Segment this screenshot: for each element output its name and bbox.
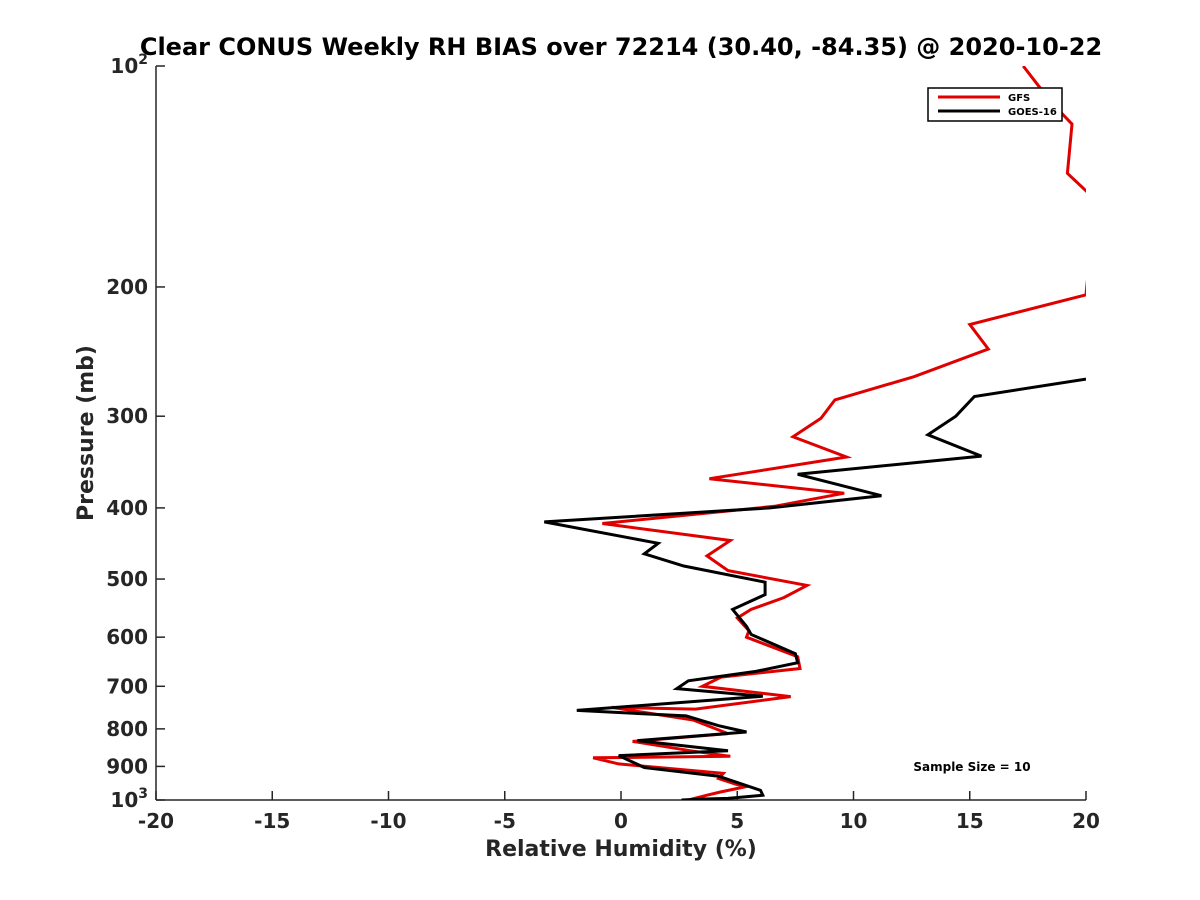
y-tick-label: 102 [110, 52, 148, 78]
x-tick-label: 15 [956, 809, 984, 833]
y-axis-label: Pressure (mb) [74, 345, 99, 521]
y-tick-label: 900 [106, 754, 148, 778]
legend-label: GOES-16 [1008, 107, 1057, 118]
series-layer [544, 66, 1086, 800]
chart-title: Clear CONUS Weekly RH BIAS over 72214 (3… [140, 33, 1102, 61]
y-tick-label: 600 [106, 625, 148, 649]
series-line-goes-16 [544, 377, 1086, 800]
y-tick-label: 200 [106, 275, 148, 299]
y-tick-label: 103 [110, 786, 148, 812]
x-tick-label: 20 [1072, 809, 1100, 833]
x-axis-label: Relative Humidity (%) [485, 837, 757, 862]
x-tick-label: -10 [370, 809, 406, 833]
y-tick-label: 400 [106, 496, 148, 520]
x-tick-label: -5 [494, 809, 516, 833]
legend-label: GFS [1008, 93, 1030, 104]
y-tick-label: 800 [106, 717, 148, 741]
legend: GFS GOES-16 [927, 87, 1063, 122]
x-tick-label: 5 [730, 809, 744, 833]
y-tick-label: 300 [106, 404, 148, 428]
series-line-gfs [592, 66, 1086, 800]
x-tick-label: 0 [614, 809, 628, 833]
axes: -20 -15 -10 -5 0 5 10 15 20 102 200 300 400 500 600 700… [106, 52, 1100, 833]
x-tick-label: -15 [254, 809, 290, 833]
y-tick-label: 500 [106, 567, 148, 591]
x-tick-label: -20 [138, 809, 174, 833]
sample-size-annotation: Sample Size = 10 [913, 760, 1030, 774]
legend-box [927, 87, 1063, 122]
y-tick-label: 700 [106, 674, 148, 698]
x-tick-label: 10 [840, 809, 868, 833]
